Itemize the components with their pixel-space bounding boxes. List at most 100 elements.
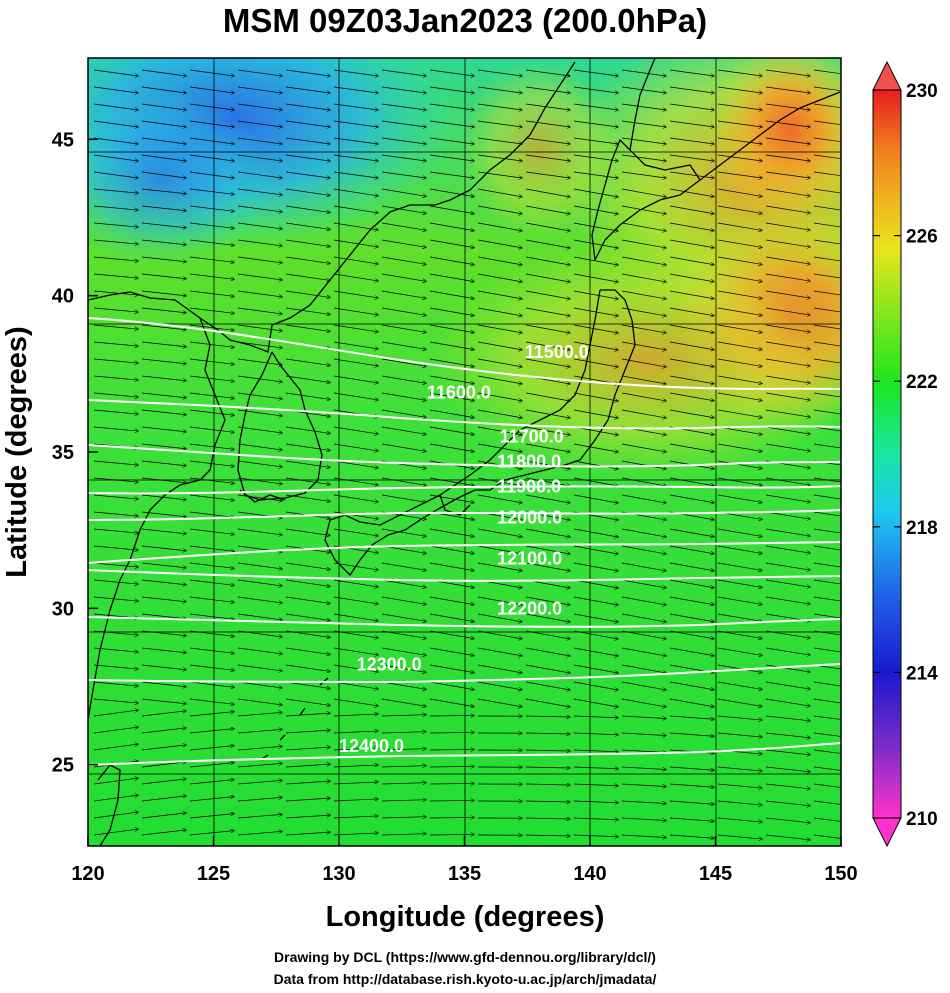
wind-arrow [237, 613, 282, 620]
wind-arrow [573, 562, 618, 571]
wind-arrow [525, 698, 570, 707]
wind-arrow [333, 86, 378, 93]
wind-arrow [717, 341, 762, 349]
wind-arrow [333, 698, 378, 706]
wind-arrow [717, 375, 762, 383]
wind-arrow [525, 222, 570, 231]
wind-arrow [573, 528, 618, 537]
wind-arrow [429, 783, 474, 784]
wind-arrow [573, 698, 618, 707]
wind-arrow [237, 579, 282, 586]
wind-arrow [381, 137, 426, 144]
wind-arrow [189, 443, 234, 449]
wind-arrow [477, 120, 522, 127]
wind-arrow [189, 797, 234, 802]
wind-arrow [717, 817, 762, 822]
wind-arrow [333, 630, 378, 638]
wind-arrow [669, 443, 714, 452]
colorbar-tick-label: 210 [906, 809, 938, 830]
wind-arrow [141, 796, 186, 802]
wind-arrow [333, 579, 378, 587]
wind-arrow [621, 171, 666, 178]
wind-arrow [285, 730, 330, 734]
wind-arrow [93, 307, 138, 312]
wind-arrow [525, 86, 570, 93]
wind-arrow [285, 86, 330, 93]
wind-arrow [333, 477, 378, 485]
wind-arrow [477, 307, 522, 316]
wind-arrow [189, 154, 234, 161]
wind-arrow [525, 681, 570, 690]
wind-arrow [621, 715, 666, 719]
x-tick-label: 135 [448, 863, 481, 885]
wind-arrow [717, 137, 762, 144]
wind-arrow [381, 256, 426, 264]
wind-arrow [717, 256, 762, 264]
wind-arrow [429, 86, 474, 93]
wind-arrow [285, 562, 330, 569]
wind-arrow [429, 647, 474, 656]
wind-arrow [813, 69, 841, 75]
wind-arrow [669, 188, 714, 197]
contour-label: 11600.0 [427, 383, 491, 403]
wind-arrow [573, 103, 618, 110]
wind-arrow [93, 664, 138, 669]
wind-arrow [189, 375, 234, 381]
wind-arrow [573, 239, 618, 248]
wind-arrow [285, 781, 330, 785]
wind-arrow [765, 239, 810, 247]
wind-arrow [93, 273, 138, 278]
wind-arrow [189, 763, 234, 768]
wind-arrow [333, 443, 378, 451]
wind-arrow [621, 239, 666, 248]
wind-arrow [141, 494, 186, 500]
wind-arrow [93, 324, 138, 329]
wind-arrow [813, 375, 841, 381]
wind-arrow [621, 103, 666, 110]
wind-arrow [189, 746, 234, 751]
x-tick-label: 140 [573, 863, 606, 885]
wind-arrow [573, 750, 618, 752]
wind-arrow [621, 528, 666, 537]
wind-arrow [333, 765, 378, 768]
contour-label: 11500.0 [525, 342, 589, 362]
y-axis-ticks: 25 30 35 40 45 [52, 129, 98, 777]
wind-arrow [141, 375, 186, 381]
colorbar-tick-label: 230 [906, 81, 938, 102]
wind-arrow [717, 596, 762, 604]
wind-arrow [477, 324, 522, 333]
wind-arrow [765, 358, 810, 366]
wind-arrow [189, 630, 234, 636]
wind-arrow [381, 596, 426, 604]
wind-arrow [621, 698, 666, 707]
wind-arrow [717, 715, 762, 720]
wind-arrow [93, 528, 138, 533]
wind-arrow [573, 545, 618, 554]
wind-arrow [189, 171, 234, 178]
wind-arrow [765, 647, 810, 655]
wind-arrow [717, 477, 762, 485]
wind-arrow [381, 834, 426, 835]
wind-arrow [141, 477, 186, 483]
wind-arrow [333, 748, 378, 751]
wind-arrow [285, 630, 330, 637]
wind-arrow [669, 205, 714, 214]
wind-arrow [141, 830, 186, 836]
wind-arrow [285, 188, 330, 195]
wind-arrow [429, 477, 474, 486]
wind-arrow [813, 749, 841, 754]
wind-arrow [285, 307, 330, 314]
wind-arrow [573, 716, 618, 718]
wind-arrow [237, 681, 282, 688]
wind-arrow [621, 494, 666, 503]
wind-arrow [333, 664, 378, 672]
wind-arrow [93, 103, 138, 110]
wind-arrow [525, 818, 570, 819]
wind-arrow [717, 69, 762, 76]
wind-arrow [621, 613, 666, 622]
wind-arrow [573, 443, 618, 452]
wind-arrow [285, 681, 330, 688]
wind-arrow [573, 256, 618, 265]
wind-arrow [237, 307, 282, 314]
wind-arrow [621, 732, 666, 736]
